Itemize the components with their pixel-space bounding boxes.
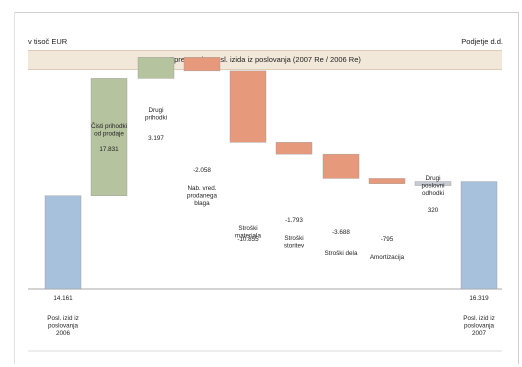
bar-9 xyxy=(414,181,452,186)
value-label-3: 3.197 xyxy=(148,135,164,142)
bar-5 xyxy=(229,70,267,143)
category-label-6: Stroški storitev xyxy=(284,235,305,250)
bar-3 xyxy=(137,57,175,79)
unit-label: v tisoč EUR xyxy=(28,37,68,46)
category-label-3: Drugi prihodki xyxy=(145,107,167,122)
category-label-10: Posl. izid iz poslovanja 2007 xyxy=(463,315,495,337)
value-label-6: -1.793 xyxy=(285,217,303,224)
bar-6 xyxy=(275,142,313,155)
category-label-7: Stroški dela xyxy=(325,250,358,257)
value-label-5: -10.855 xyxy=(237,236,259,243)
category-label-1: Posl. izid iz poslovanja 2006 xyxy=(47,315,79,337)
bar-10 xyxy=(460,181,498,290)
category-label-8: Amortizacija xyxy=(370,254,405,261)
value-label-8: -795 xyxy=(381,236,394,243)
value-label-4: -2.058 xyxy=(193,167,211,174)
company-name: Podjetje d.d. xyxy=(461,37,503,46)
frame-right-border xyxy=(518,12,519,364)
category-label-9: Drugi poslovni odhodki xyxy=(421,175,444,197)
category-label-2: Čisti prihodki od prodaje xyxy=(91,121,127,138)
bar-4 xyxy=(183,57,221,72)
category-label-5: Stroški materiala xyxy=(235,225,261,240)
frame-top-border xyxy=(14,12,519,13)
bar-1 xyxy=(44,195,82,290)
bar-7 xyxy=(322,153,360,179)
value-label-1: 14.161 xyxy=(53,295,73,302)
bar-8 xyxy=(368,178,406,184)
value-label-2: 17.831 xyxy=(99,146,119,153)
chart-title: Sprememba posl. izida iz poslovanja (200… xyxy=(169,55,361,64)
value-label-9: 320 xyxy=(428,207,439,214)
category-label-4: Nab. vred. prodanega blaga xyxy=(187,185,218,207)
bar-2 xyxy=(90,78,128,196)
value-label-10: 16.319 xyxy=(469,295,489,302)
frame-left-border xyxy=(14,12,15,364)
value-label-7: -3.688 xyxy=(332,229,350,236)
